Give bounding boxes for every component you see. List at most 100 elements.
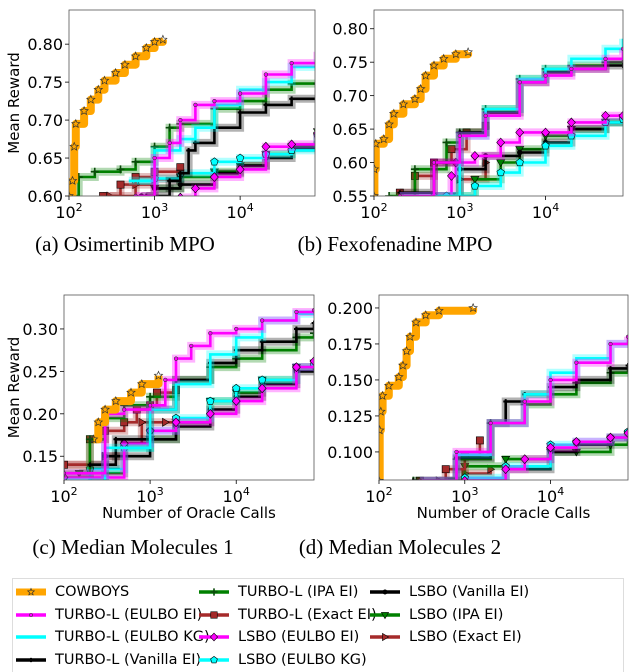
data-point bbox=[209, 172, 219, 182]
data-point bbox=[100, 404, 110, 414]
legend-label: LSBO (IPA EI) bbox=[409, 606, 504, 623]
series-turbo-l-eulbo-ei bbox=[397, 46, 623, 196]
data-point bbox=[206, 396, 215, 405]
legend-item-turbo-l-eulbo-ei: TURBO-L (EULBO EI) bbox=[15, 605, 202, 625]
data-point bbox=[398, 360, 408, 370]
legend-item-lsbo-exact-ei: LSBO (Exact EI) bbox=[369, 627, 522, 647]
data-point bbox=[416, 476, 424, 480]
data-point bbox=[541, 127, 550, 138]
data-point bbox=[257, 375, 267, 384]
y-tick-label: 0.20 bbox=[22, 405, 58, 424]
data-point bbox=[126, 387, 136, 397]
data-point bbox=[429, 60, 439, 70]
data-point bbox=[415, 83, 426, 94]
data-point bbox=[88, 434, 99, 444]
legend-label: TURBO-L (EULBO KG) bbox=[55, 629, 210, 645]
data-point bbox=[287, 146, 296, 154]
y-tick-label: 0.60 bbox=[27, 187, 63, 206]
series-cowboys bbox=[379, 302, 478, 480]
data-point bbox=[503, 399, 509, 404]
data-point bbox=[571, 437, 581, 447]
data-point bbox=[566, 117, 576, 128]
data-point bbox=[374, 190, 379, 196]
data-point bbox=[470, 151, 480, 161]
data-point bbox=[543, 73, 548, 78]
data-point bbox=[116, 165, 125, 174]
legend-label: LSBO (Vanilla EI) bbox=[409, 584, 530, 600]
data-point bbox=[162, 417, 170, 427]
data-point bbox=[235, 153, 245, 162]
data-point bbox=[378, 133, 389, 144]
data-point bbox=[186, 148, 192, 153]
legend-item-turbo-l-ipa-ei: TURBO-L (IPA EI) bbox=[198, 582, 358, 602]
data-point bbox=[475, 436, 484, 445]
data-point bbox=[625, 363, 628, 368]
data-point bbox=[314, 94, 315, 97]
data-point bbox=[178, 117, 183, 123]
subplot-d: 102 103 104 0.100 0.125 0.150 0.175 0.200 Number… bbox=[327, 294, 629, 522]
series-turbo-l-eulbo-ei bbox=[133, 51, 315, 196]
legend-item-lsbo-ipa-ei: LSBO (IPA EI) bbox=[369, 605, 503, 625]
series-turbo-l-exact-ei bbox=[416, 436, 484, 480]
data-point bbox=[69, 175, 78, 185]
legend-swatch-plus-icon bbox=[199, 588, 229, 596]
data-point bbox=[314, 140, 315, 143]
data-point bbox=[548, 377, 553, 383]
data-point bbox=[173, 356, 179, 361]
data-point bbox=[379, 390, 388, 400]
series-line bbox=[93, 375, 163, 444]
data-point bbox=[294, 326, 299, 332]
data-point bbox=[93, 84, 104, 94]
data-point bbox=[434, 305, 444, 315]
data-point bbox=[177, 181, 184, 188]
legend-label: LSBO (EULBO KG) bbox=[238, 651, 367, 668]
data-point bbox=[177, 170, 183, 176]
data-point bbox=[232, 383, 241, 392]
data-point bbox=[143, 193, 149, 196]
y-tick-label: 0.100 bbox=[327, 443, 373, 462]
data-point bbox=[130, 51, 141, 61]
y-tick-label: 0.70 bbox=[27, 111, 63, 130]
data-point bbox=[287, 139, 297, 150]
data-point bbox=[608, 341, 613, 347]
data-point bbox=[501, 464, 511, 475]
x-tick-label: 103 bbox=[446, 201, 473, 222]
data-point bbox=[87, 462, 93, 468]
data-point bbox=[113, 436, 119, 442]
data-point bbox=[379, 406, 386, 416]
data-point bbox=[620, 46, 623, 51]
data-point bbox=[454, 449, 459, 455]
data-point bbox=[442, 138, 451, 147]
data-point bbox=[488, 421, 493, 426]
data-point bbox=[189, 343, 194, 349]
data-point bbox=[79, 105, 89, 116]
data-point bbox=[263, 72, 268, 77]
x-tick-label: 103 bbox=[451, 485, 478, 506]
data-point bbox=[90, 167, 99, 176]
data-point bbox=[517, 149, 523, 156]
data-point bbox=[146, 392, 155, 401]
data-point bbox=[294, 309, 299, 315]
data-point bbox=[569, 66, 574, 71]
x-tick-label: 104 bbox=[226, 201, 253, 222]
data-point bbox=[289, 61, 294, 66]
x-axis-label: Number of Oracle Calls bbox=[102, 504, 276, 522]
legend-swatch-none-icon bbox=[16, 635, 46, 639]
data-point bbox=[410, 478, 416, 480]
data-point bbox=[131, 157, 140, 166]
series-cowboys bbox=[88, 370, 164, 444]
plot-area bbox=[374, 38, 623, 196]
data-point bbox=[148, 403, 153, 408]
series-line bbox=[379, 306, 478, 480]
data-point bbox=[292, 362, 301, 372]
x-tick-label: 104 bbox=[532, 201, 559, 222]
data-point bbox=[385, 192, 394, 196]
data-point bbox=[398, 99, 409, 109]
legend-label: LSBO (EULBO EI) bbox=[238, 629, 360, 645]
data-point bbox=[163, 377, 168, 382]
plot-area bbox=[64, 308, 314, 480]
data-point bbox=[520, 454, 530, 464]
data-point bbox=[257, 383, 267, 394]
